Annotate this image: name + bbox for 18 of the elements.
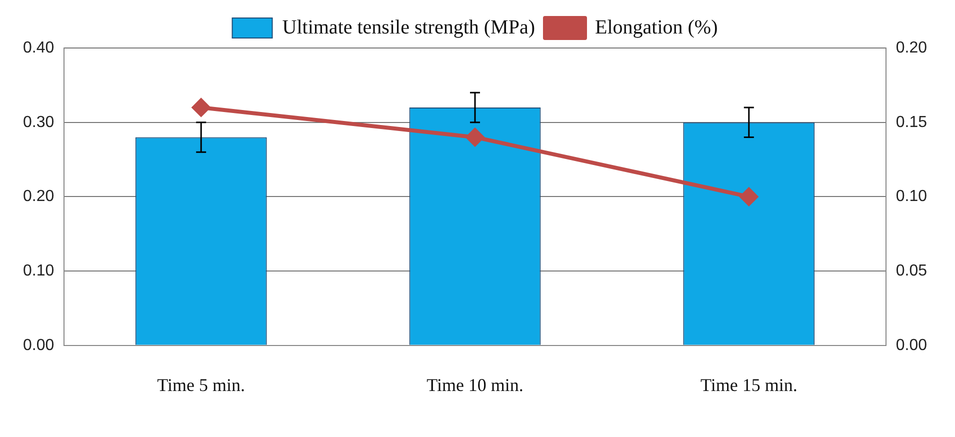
x-tick-label: Time 15 min. [700,374,798,395]
y2-tick-label: 0.20 [896,39,928,56]
x-tick-label: Time 5 min. [157,374,246,395]
point [740,188,758,206]
y2-tick-label: 0.10 [896,188,928,206]
y2-tick-label: 0.15 [896,114,928,131]
y-tick-label: 0.10 [23,262,54,280]
y2-tick-label: 0.00 [896,336,928,354]
point [192,98,210,116]
y-tick-label: 0.40 [23,39,54,56]
y2-tick-label: 0.05 [896,262,928,280]
x-tick-label: Time 10 min. [426,374,524,395]
y-tick-label: 0.20 [23,188,54,206]
y-tick-label: 0.30 [23,114,54,131]
legend-label: Elongation (%) [594,16,718,38]
legend-label: Ultimate tensile strength (MPa) [282,16,535,38]
point [466,128,484,146]
y-tick-label: 0.00 [23,336,54,354]
